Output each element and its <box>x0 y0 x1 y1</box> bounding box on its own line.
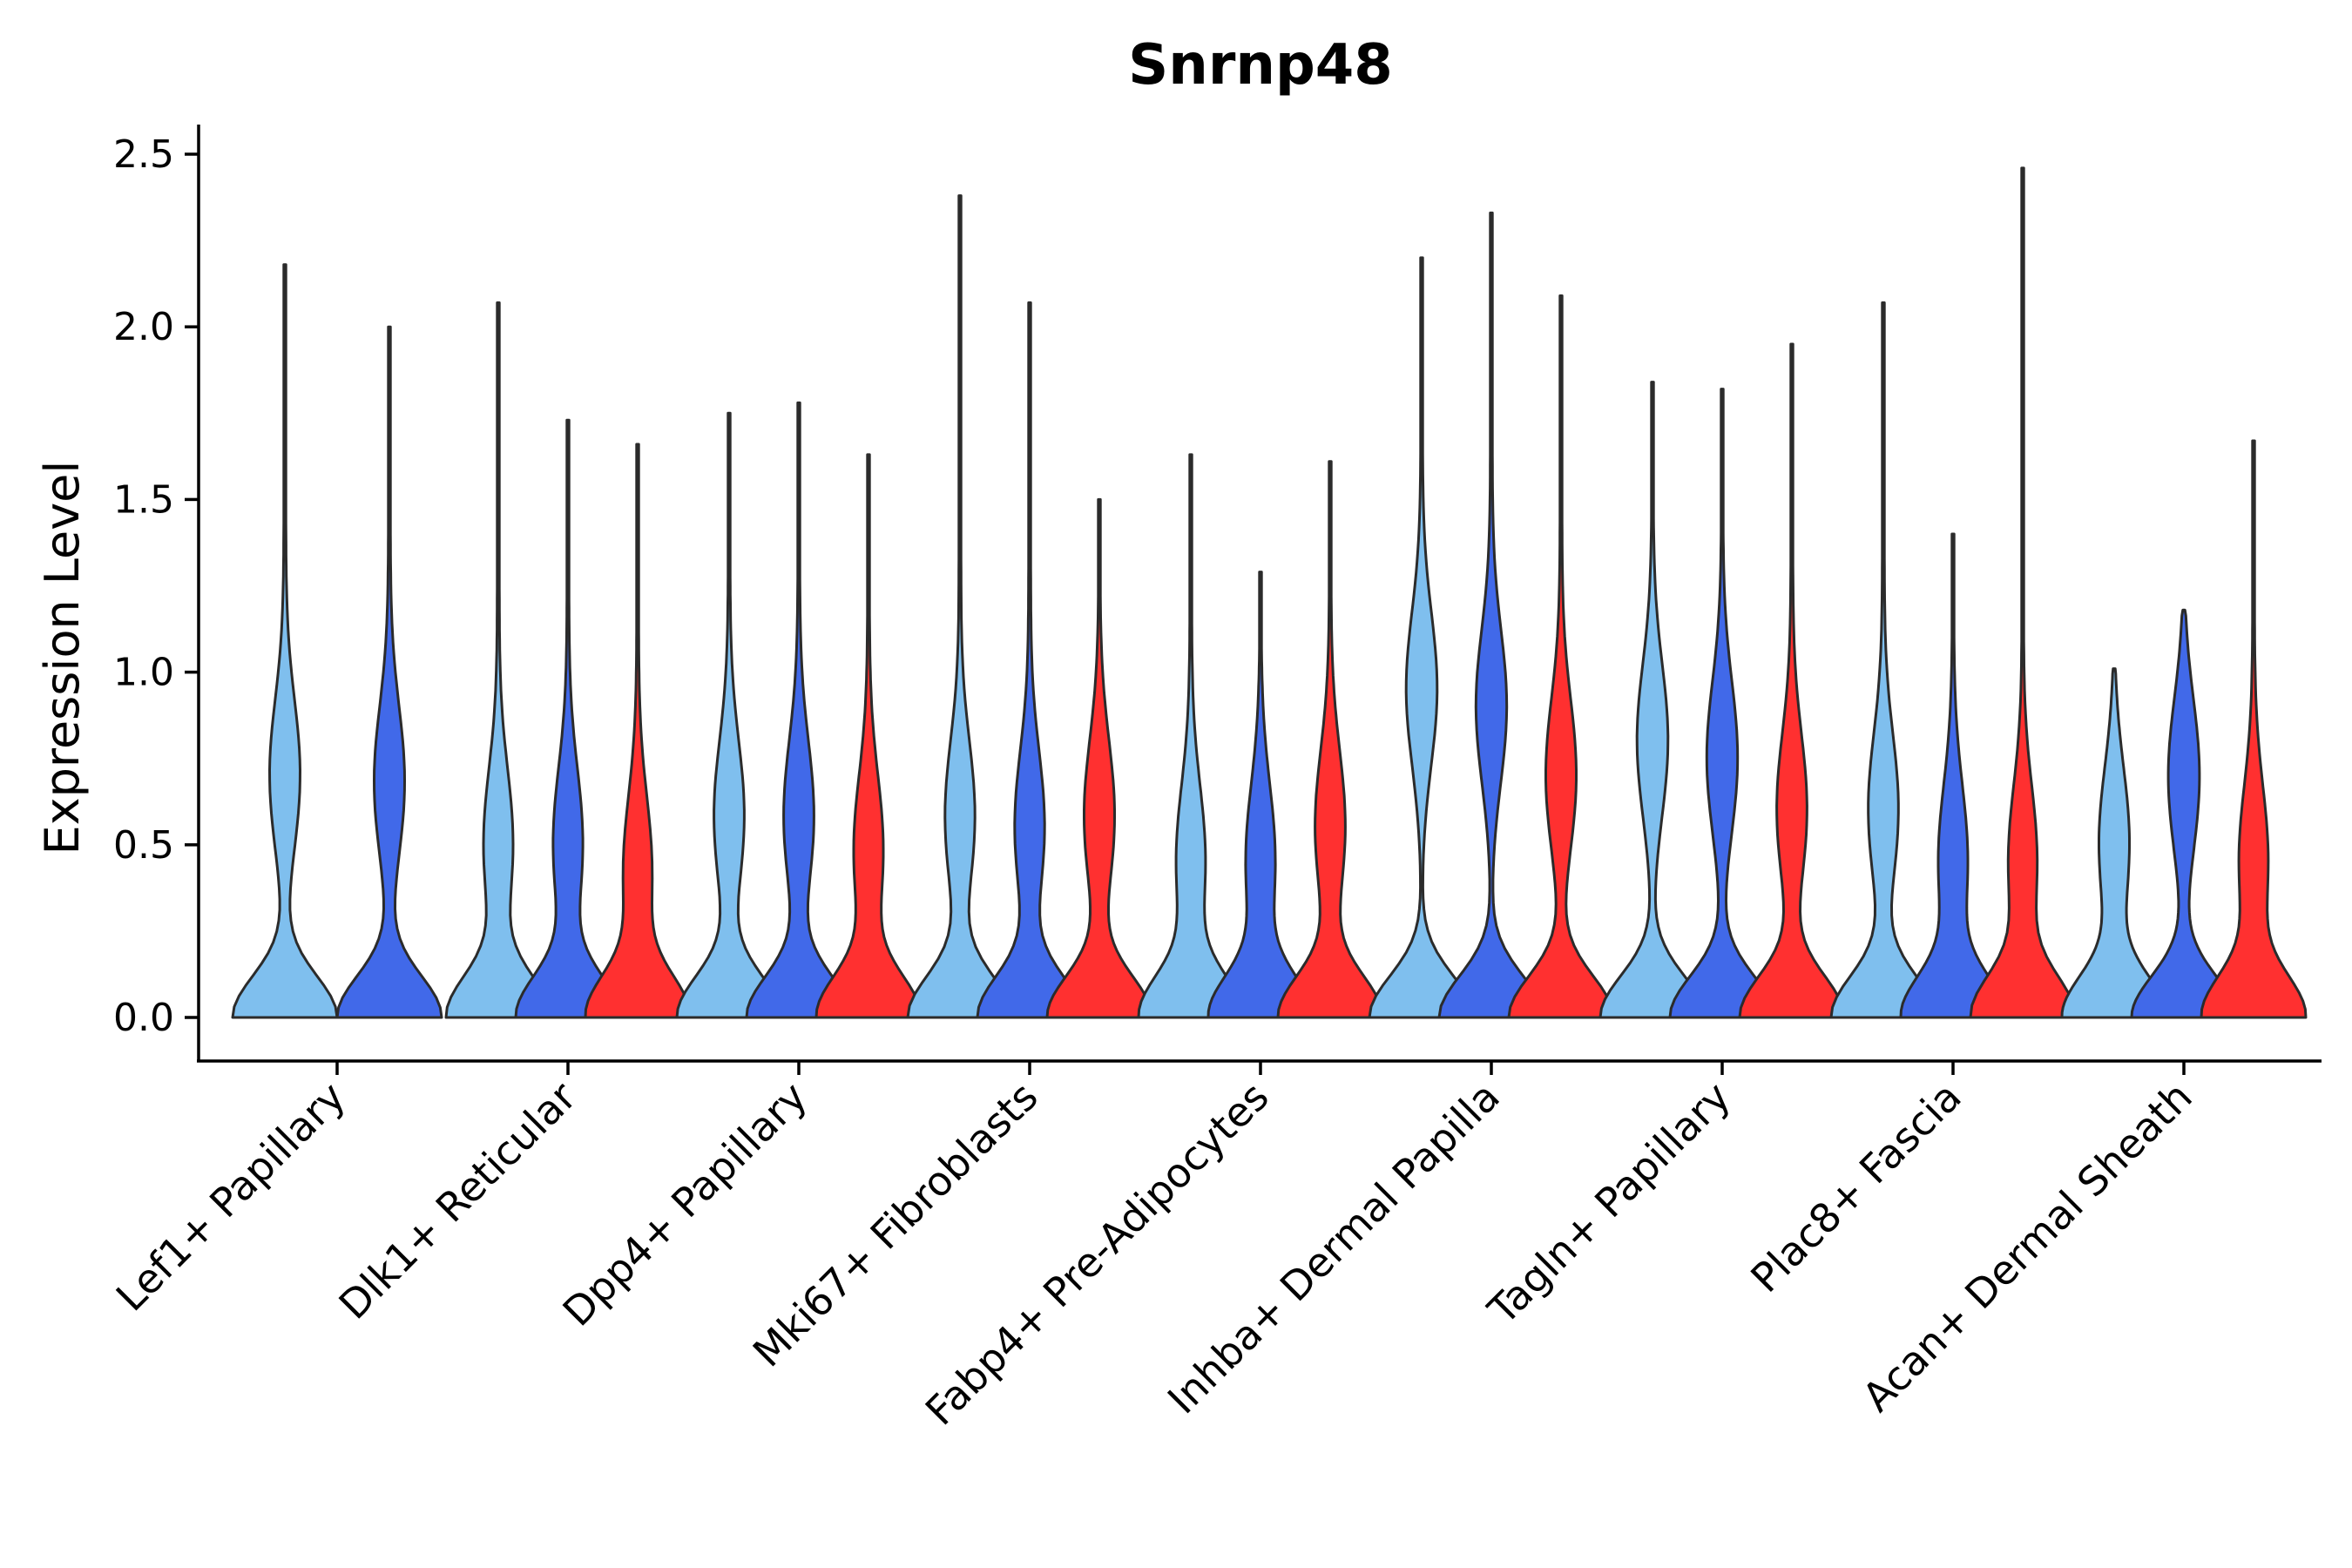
violin <box>1276 460 1384 1019</box>
violin <box>444 301 552 1019</box>
y-tick-label: 2.0 <box>113 305 174 349</box>
x-tick-label: Plac8+ Fascia <box>1741 1073 1970 1301</box>
violin <box>514 418 622 1019</box>
y-tick-label: 1.5 <box>113 477 174 522</box>
violin <box>745 401 853 1019</box>
y-tick-label: 0.5 <box>113 823 174 868</box>
violin-group <box>231 166 2308 1019</box>
y-ticks: 0.0 0.5 1.0 1.5 2.0 2.5 <box>113 132 199 1040</box>
violin <box>2200 439 2308 1019</box>
x-tick-label: Dlk1+ Reticular <box>330 1073 585 1328</box>
violin <box>1969 166 2077 1019</box>
violin <box>584 443 692 1019</box>
y-axis-label: Expression Level <box>35 461 90 855</box>
y-tick-label: 1.0 <box>113 651 174 695</box>
x-tick-label: Lef1+ Papillary <box>107 1073 355 1321</box>
y-tick-label: 0.0 <box>113 996 174 1040</box>
chart-title: Snrnp48 <box>1128 33 1393 98</box>
violin <box>1437 211 1545 1019</box>
violin <box>1368 256 1476 1019</box>
violin <box>1045 497 1153 1019</box>
violin <box>1668 388 1776 1019</box>
violin <box>814 453 923 1019</box>
violin <box>1137 453 1245 1019</box>
violin <box>1507 294 1615 1019</box>
x-tick-label: Tagln+ Papillary <box>1478 1073 1740 1335</box>
violin <box>906 194 1014 1019</box>
violin <box>1598 381 1707 1019</box>
violin <box>1738 342 1846 1019</box>
violin <box>976 301 1084 1019</box>
violin <box>2130 608 2238 1019</box>
y-tick-label: 2.5 <box>113 132 174 177</box>
violin <box>1899 532 2007 1019</box>
violin <box>335 325 443 1019</box>
violin <box>1206 571 1315 1019</box>
violin <box>675 411 783 1019</box>
violin <box>1829 301 1937 1019</box>
violin <box>231 263 339 1019</box>
x-tick-label: Dpp4+ Papillary <box>554 1073 816 1335</box>
violin <box>2060 667 2168 1019</box>
